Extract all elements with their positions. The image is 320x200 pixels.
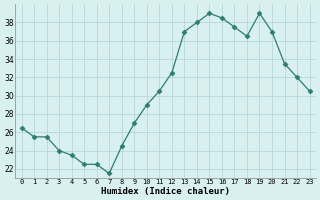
X-axis label: Humidex (Indice chaleur): Humidex (Indice chaleur) <box>101 187 230 196</box>
